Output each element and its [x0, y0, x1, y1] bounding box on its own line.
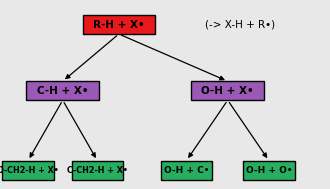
FancyBboxPatch shape — [191, 81, 264, 100]
FancyBboxPatch shape — [26, 81, 99, 100]
Text: O-H + O•: O-H + O• — [246, 166, 292, 175]
Text: R-H + X•: R-H + X• — [93, 20, 145, 29]
FancyBboxPatch shape — [72, 161, 123, 180]
Text: O-H + C•: O-H + C• — [164, 166, 209, 175]
FancyBboxPatch shape — [82, 15, 155, 34]
Text: (-> X-H + R•): (-> X-H + R•) — [205, 20, 275, 29]
Text: O-CH2-H + X•: O-CH2-H + X• — [0, 166, 59, 175]
FancyBboxPatch shape — [161, 161, 212, 180]
FancyBboxPatch shape — [243, 161, 294, 180]
Text: C-H + X•: C-H + X• — [37, 86, 88, 96]
Text: O-H + X•: O-H + X• — [201, 86, 254, 96]
Text: C-CH2-H + X•: C-CH2-H + X• — [67, 166, 128, 175]
FancyBboxPatch shape — [3, 161, 53, 180]
